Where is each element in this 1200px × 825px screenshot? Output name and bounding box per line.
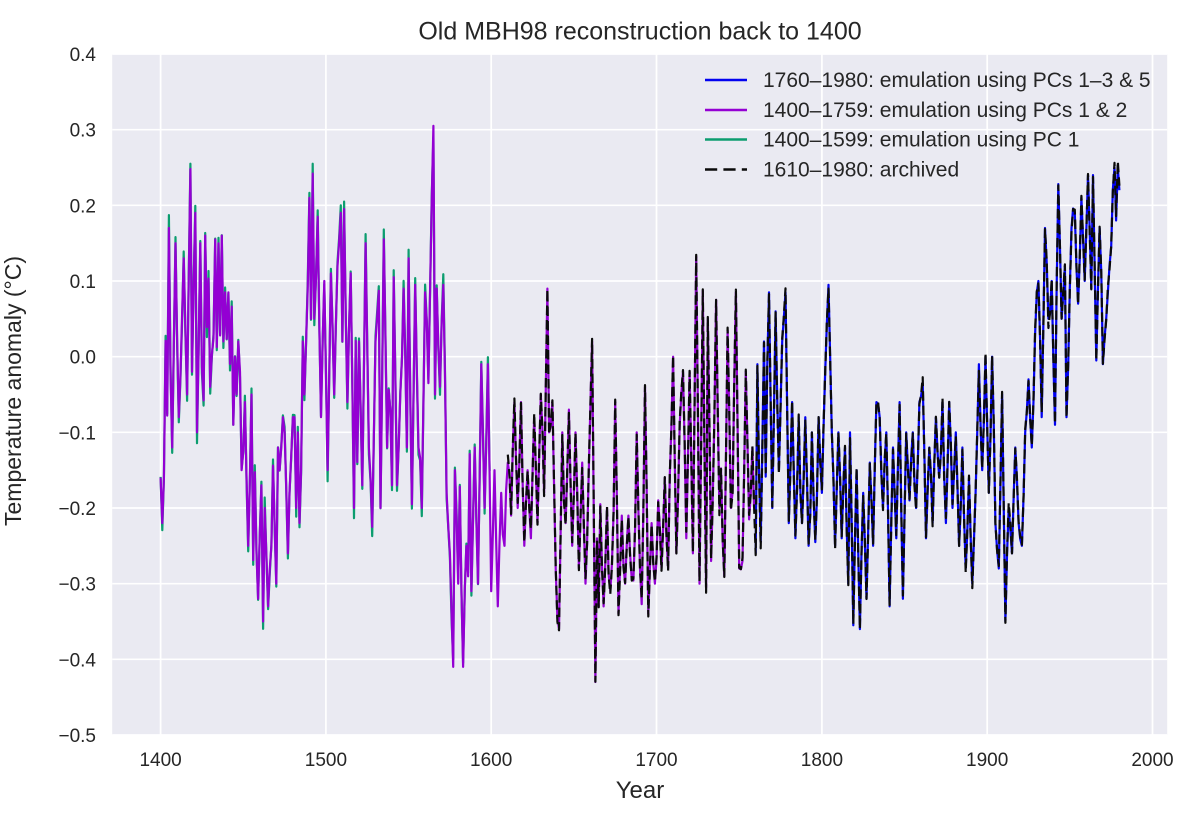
- svg-text:1400–1599: emulation using PC: 1400–1599: emulation using PC 1: [763, 129, 1079, 152]
- svg-text:Temperature anomaly (°C): Temperature anomaly (°C): [0, 256, 26, 526]
- svg-text:1600: 1600: [470, 750, 512, 771]
- svg-text:−0.3: −0.3: [58, 575, 96, 596]
- svg-text:−0.5: −0.5: [58, 726, 96, 747]
- svg-text:1610–1980: archived: 1610–1980: archived: [763, 159, 959, 182]
- svg-text:1900: 1900: [966, 750, 1008, 771]
- svg-text:1400: 1400: [139, 750, 181, 771]
- svg-text:−0.2: −0.2: [58, 499, 96, 520]
- svg-text:1800: 1800: [801, 750, 843, 771]
- svg-text:Old MBH98 reconstruction back: Old MBH98 reconstruction back to 1400: [418, 18, 861, 46]
- svg-text:2000: 2000: [1131, 750, 1173, 771]
- svg-text:0.1: 0.1: [70, 272, 96, 293]
- svg-text:−0.4: −0.4: [58, 650, 96, 671]
- svg-text:0.4: 0.4: [70, 45, 97, 66]
- svg-text:−0.1: −0.1: [58, 423, 96, 444]
- svg-text:0.2: 0.2: [70, 196, 96, 217]
- svg-text:1500: 1500: [305, 750, 347, 771]
- svg-text:0.3: 0.3: [70, 121, 96, 142]
- svg-text:1760–1980: emulation using PCs: 1760–1980: emulation using PCs 1–3 & 5: [763, 69, 1151, 92]
- svg-text:0.0: 0.0: [70, 348, 96, 369]
- svg-text:1400–1759: emulation using PCs: 1400–1759: emulation using PCs 1 & 2: [763, 99, 1127, 122]
- svg-text:1700: 1700: [635, 750, 677, 771]
- svg-text:Year: Year: [616, 777, 665, 804]
